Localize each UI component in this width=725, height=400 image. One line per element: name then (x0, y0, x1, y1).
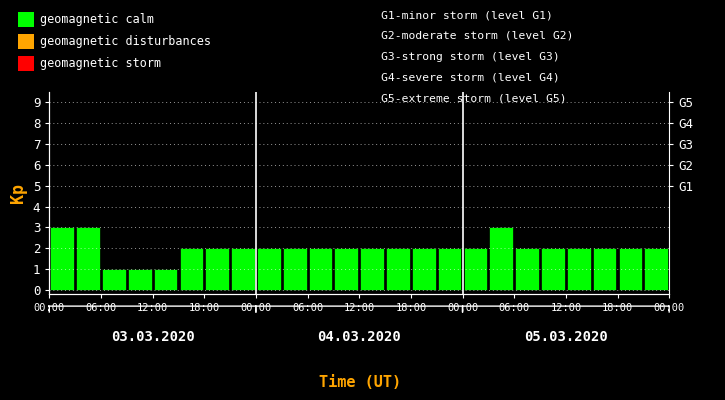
Y-axis label: Kp: Kp (9, 183, 28, 203)
Bar (645, 248, 668, 290)
Text: 03.03.2020: 03.03.2020 (111, 330, 194, 344)
Bar (541, 248, 565, 290)
Text: geomagnetic storm: geomagnetic storm (40, 57, 161, 70)
Text: G2-moderate storm (level G2): G2-moderate storm (level G2) (381, 31, 573, 41)
Text: 05.03.2020: 05.03.2020 (524, 330, 608, 344)
Bar (76, 227, 100, 290)
Bar (231, 248, 255, 290)
Text: G3-strong storm (level G3): G3-strong storm (level G3) (381, 52, 560, 62)
Bar (463, 248, 487, 290)
Bar (438, 248, 462, 290)
Text: G4-severe storm (level G4): G4-severe storm (level G4) (381, 72, 560, 82)
Bar (283, 248, 307, 290)
Bar (360, 248, 384, 290)
Text: geomagnetic disturbances: geomagnetic disturbances (40, 35, 211, 48)
Bar (567, 248, 591, 290)
Bar (309, 248, 332, 290)
Text: geomagnetic calm: geomagnetic calm (40, 13, 154, 26)
Bar (515, 248, 539, 290)
Text: Time (UT): Time (UT) (319, 375, 402, 390)
Bar (593, 248, 616, 290)
Bar (489, 227, 513, 290)
Bar (412, 248, 436, 290)
Text: 04.03.2020: 04.03.2020 (318, 330, 401, 344)
Bar (102, 269, 125, 290)
Bar (257, 248, 281, 290)
Bar (50, 227, 74, 290)
Bar (154, 269, 178, 290)
Bar (334, 248, 358, 290)
Bar (128, 269, 152, 290)
Text: G5-extreme storm (level G5): G5-extreme storm (level G5) (381, 93, 566, 103)
Bar (180, 248, 203, 290)
Bar (205, 248, 229, 290)
Text: G1-minor storm (level G1): G1-minor storm (level G1) (381, 10, 552, 20)
Bar (386, 248, 410, 290)
Bar (618, 248, 642, 290)
